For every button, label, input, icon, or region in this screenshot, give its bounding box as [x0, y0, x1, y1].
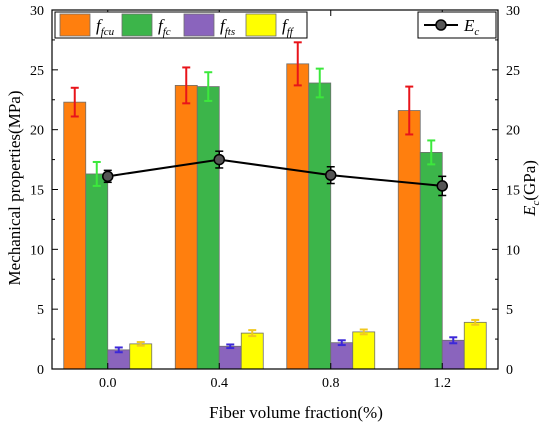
bar-f_fcu-1.2: [397, 110, 421, 370]
error-bar-f_fcu-0.4: [182, 66, 191, 105]
bar-f_ff-0.8: [352, 331, 376, 370]
bar-f_fts-0.4: [218, 345, 242, 370]
error-bar-f_ff-0.4: [248, 329, 257, 338]
bar-f_fc-0.0: [85, 173, 109, 370]
y-tick-label-0: 0: [37, 363, 44, 378]
y2-axis-title-sub: c: [530, 201, 542, 206]
y-tick-label-10: 10: [30, 243, 44, 258]
bar-f_fc-0.8: [308, 82, 332, 370]
legend-swatch-f_fc: [121, 13, 153, 37]
bar-f_fcu-0.4: [174, 84, 198, 370]
line-E_c: [107, 158, 443, 187]
x-tick-label-0.8: 0.8: [322, 376, 340, 391]
x-tick-label-1.2: 1.2: [434, 376, 452, 391]
legend-label-main: f: [220, 16, 227, 35]
legend-label-E_c: Ec: [463, 16, 479, 38]
legend-label-sub: fc: [163, 26, 171, 38]
error-bar-f_ff-1.2: [471, 318, 480, 326]
legend-label-main: f: [158, 16, 165, 35]
y2-tick-label-0: 0: [506, 363, 513, 378]
y2-axis-title: Ec(GPa): [520, 160, 542, 217]
legend-label-f_fcu: ffcu: [96, 16, 115, 38]
y-tick-label-15: 15: [30, 184, 44, 199]
x-tick-label-0.4: 0.4: [211, 376, 229, 391]
error-bar-f_fcu-0.0: [70, 86, 79, 118]
error-bar-f_fts-0.8: [337, 339, 346, 347]
error-bar-f_ff-0.0: [136, 341, 145, 347]
chart-legend: ffcu ffc ffts fff Ec: [54, 11, 497, 39]
legend-label-sub: ff: [287, 26, 295, 38]
error-bar-f_fcu-1.2: [405, 85, 414, 136]
error-bar-f_fts-1.2: [449, 336, 458, 345]
bar-f_fts-1.2: [441, 339, 465, 370]
y2-tick-label-15: 15: [506, 184, 520, 199]
error-bar-f_fc-1.2: [427, 139, 436, 166]
bar-f_fcu-0.8: [286, 63, 310, 370]
y2-tick-label-5: 5: [506, 303, 513, 318]
y-tick-label-30: 30: [30, 4, 44, 19]
legend-swatch-f_fcu: [59, 13, 91, 37]
point-E_c-1.2: [436, 180, 448, 192]
bar-f_fc-0.4: [196, 86, 220, 370]
y2-tick-label-25: 25: [506, 64, 520, 79]
y-tick-label-5: 5: [37, 303, 44, 318]
y-tick-label-25: 25: [30, 64, 44, 79]
legend-label-f_fc: ffc: [158, 16, 171, 38]
y2-axis-title-unit: (GPa): [520, 160, 539, 201]
legend-label-sub: fts: [225, 26, 235, 38]
y2-tick-label-10: 10: [506, 243, 520, 258]
bar-f_ff-0.4: [240, 332, 264, 370]
y2-axis-title-main: E: [520, 205, 539, 217]
y2-tick-label-20: 20: [506, 124, 520, 139]
legend-label-main: f: [96, 16, 103, 35]
error-bar-f_fcu-0.8: [293, 41, 302, 87]
legend-label-sub: c: [474, 26, 479, 38]
error-bar-f_fc-0.4: [204, 71, 213, 102]
point-E_c-0.0: [102, 170, 114, 183]
y-tick-label-20: 20: [30, 124, 44, 139]
legend-label-f_ff: fff: [282, 16, 295, 38]
x-tick-label-0.0: 0.0: [99, 376, 117, 391]
bar-f_fts-0.8: [330, 342, 354, 370]
bar-f_ff-0.0: [129, 343, 153, 370]
chart-marks: [63, 41, 487, 370]
error-bar-f_fc-0.0: [92, 160, 101, 187]
error-bar-f_fc-0.8: [315, 67, 324, 99]
error-bar-f_ff-0.8: [359, 328, 368, 336]
error-bar-f_fts-0.4: [226, 343, 235, 350]
error-bar-f_fts-0.0: [114, 346, 123, 354]
bar-f_fcu-0.0: [63, 101, 87, 370]
y2-tick-label-30: 30: [506, 4, 520, 19]
point-E_c-0.4: [213, 153, 225, 166]
legend-swatch-f_ff: [245, 13, 277, 37]
x-axis-title: Fiber volume fraction(%): [209, 403, 383, 422]
legend-label-sub: fcu: [101, 26, 115, 38]
legend-swatch-f_fts: [183, 13, 215, 37]
chart-axes: 0 0 5 5 10 10 15 15 20 20 25 25 30 30 0.0 0.4 0.8 1.2: [30, 4, 520, 391]
legend-marker-E_c: [435, 19, 447, 31]
point-E_c-0.8: [325, 169, 337, 181]
y-axis-title: Mechanical properties(MPa): [5, 91, 24, 286]
bar-f_ff-1.2: [463, 321, 487, 370]
legend-label-main: E: [463, 16, 475, 35]
legend-label-main: f: [282, 16, 289, 35]
legend-label-f_fts: ffts: [220, 16, 235, 38]
